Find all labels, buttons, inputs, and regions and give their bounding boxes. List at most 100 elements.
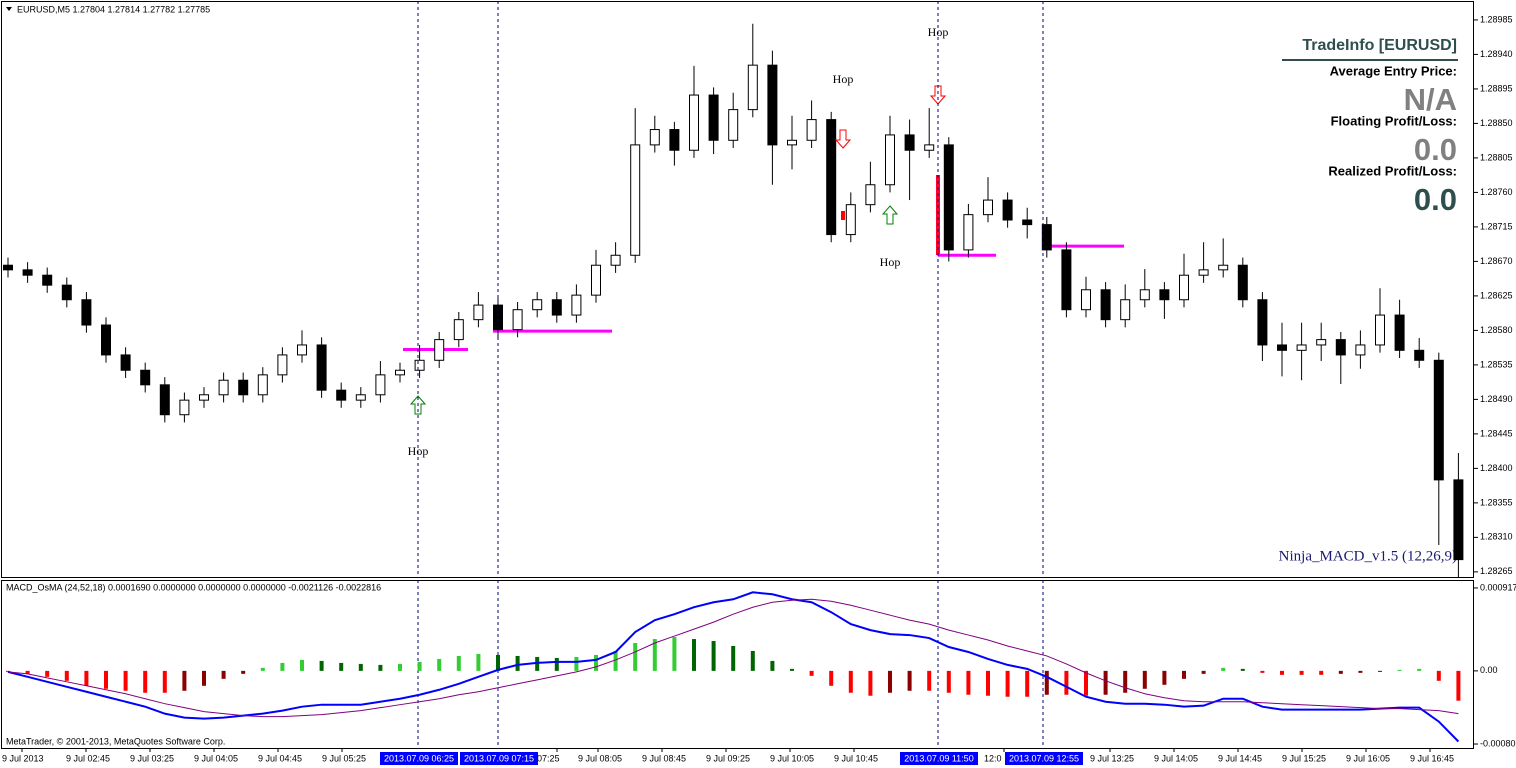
- y-tick-label: 1.28985: [1480, 14, 1513, 24]
- osma-bar: [6, 670, 10, 672]
- osma-bar: [888, 670, 892, 693]
- osma-bar: [104, 670, 108, 689]
- osma-bar: [241, 670, 246, 674]
- osma-bar: [1378, 670, 1382, 672]
- candle-body: [1041, 224, 1052, 251]
- x-tick-label: 9 Jul 2013: [2, 753, 44, 763]
- candle-body: [1414, 349, 1425, 361]
- candle-body: [1375, 314, 1385, 346]
- y-tick-label: 1.28490: [1480, 394, 1513, 404]
- osma-bar: [907, 670, 912, 691]
- candle-body: [22, 269, 33, 276]
- candle-body: [61, 284, 72, 301]
- candle-body: [591, 264, 601, 296]
- y-tick-label: 1.28670: [1480, 256, 1513, 266]
- candle-body: [943, 144, 954, 251]
- osma-bar: [1240, 668, 1245, 671]
- candle-body: [963, 214, 974, 251]
- candle-body: [493, 304, 503, 331]
- osma-bar: [809, 670, 814, 676]
- cursor-label: 2013.07.09 11:50: [904, 753, 973, 763]
- osma-bar: [1123, 670, 1128, 693]
- y-tick-label: 1.28355: [1480, 497, 1513, 507]
- candle-body: [983, 199, 993, 216]
- osma-bar: [731, 646, 736, 671]
- y-tick-label: 0.000917: [1480, 582, 1516, 592]
- osma-bar: [1319, 670, 1324, 675]
- candle-body: [904, 134, 915, 151]
- osma-bar: [25, 670, 30, 674]
- candle-body: [767, 64, 778, 146]
- candle-body: [1218, 264, 1229, 271]
- candle-body: [81, 299, 92, 326]
- candle-body: [101, 324, 111, 356]
- osma-bar: [515, 655, 520, 671]
- osma-bar: [1260, 670, 1265, 673]
- osma-bar: [1025, 670, 1030, 697]
- osma-bar: [672, 637, 677, 671]
- signal-label: Hop: [833, 72, 854, 86]
- osma-bar: [260, 667, 265, 671]
- x-tick-label: 9 Jul 08:05: [578, 753, 622, 763]
- signal-label: Hop: [408, 444, 429, 458]
- candle-body: [1277, 344, 1287, 351]
- candle-body: [238, 379, 249, 396]
- y-tick-label: 1.28940: [1480, 49, 1513, 59]
- candle-body: [1081, 289, 1091, 311]
- candle-body: [1257, 299, 1268, 346]
- x-tick-label: 9 Jul 10:45: [834, 753, 878, 763]
- osma-bar: [966, 670, 971, 695]
- y-tick-label: 1.28400: [1480, 463, 1513, 473]
- y-tick-label: 1.28445: [1480, 428, 1513, 438]
- osma-bar: [378, 664, 383, 671]
- candle-body: [885, 134, 895, 186]
- osma-bar: [868, 670, 873, 696]
- osma-bar: [1358, 670, 1363, 673]
- osma-bar: [162, 670, 167, 693]
- cursor-label: 2013.07.09 07:15: [464, 753, 534, 763]
- candle-body: [336, 389, 347, 401]
- osma-bar: [652, 639, 657, 671]
- candle-body: [728, 109, 739, 141]
- osma-bar: [986, 670, 990, 696]
- candle-body: [1394, 314, 1405, 351]
- candle-body: [1120, 299, 1131, 321]
- realized-value: 0.0: [1414, 182, 1457, 217]
- osma-bar: [476, 653, 481, 671]
- x-tick-label: 9 Jul 14:45: [1218, 753, 1262, 763]
- candle-body: [1022, 219, 1033, 226]
- candle-body: [277, 354, 288, 376]
- x-tick-label: 9 Jul 04:45: [258, 753, 302, 763]
- candle-body: [708, 94, 719, 141]
- menu-triangle[interactable]: [6, 7, 12, 11]
- osma-bar: [496, 654, 500, 671]
- candle-body: [1316, 339, 1327, 346]
- osma-bar: [829, 670, 834, 686]
- osma-bar: [1005, 670, 1010, 697]
- osma-bar: [182, 670, 187, 691]
- x-tick-label: 9 Jul 13:25: [1090, 753, 1134, 763]
- candle-body: [826, 119, 837, 236]
- y-tick-label: 1.28310: [1480, 532, 1513, 542]
- osma-bar: [1221, 667, 1226, 671]
- candle-body: [787, 139, 797, 146]
- osma-bar: [221, 670, 226, 679]
- y-tick-label: 0.00: [1480, 665, 1498, 675]
- osma-bar: [692, 639, 696, 671]
- candle-body: [1335, 339, 1346, 356]
- candle-body: [1198, 269, 1209, 276]
- osma-bar: [319, 660, 324, 671]
- y-tick-label: 1.28760: [1480, 187, 1513, 197]
- buy-arrow: [881, 205, 899, 225]
- candle-body: [355, 394, 366, 401]
- osma-bar: [770, 660, 775, 671]
- osma-bar: [1162, 670, 1167, 685]
- floating-label: Floating Profit/Loss:: [1331, 113, 1457, 128]
- osma-bar: [613, 650, 618, 671]
- x-tick-label: 9 Jul 14:05: [1154, 753, 1198, 763]
- signal-label: Hop: [880, 255, 901, 269]
- candle-body: [1355, 344, 1366, 356]
